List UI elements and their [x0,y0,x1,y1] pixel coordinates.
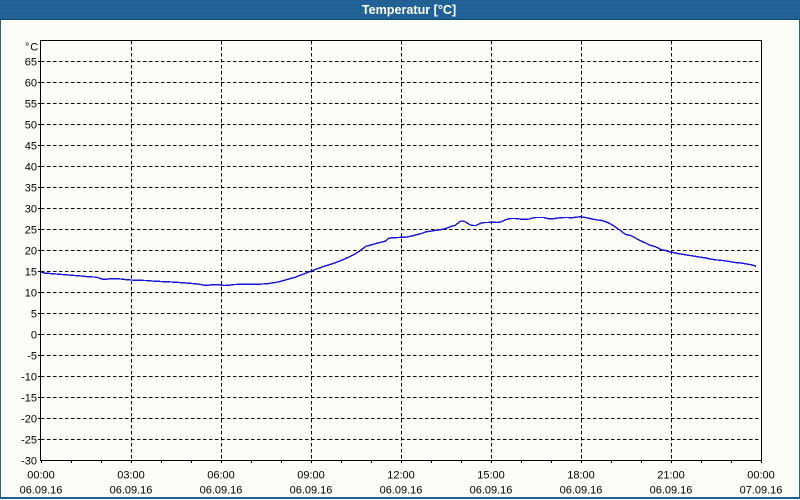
svg-text:5: 5 [31,309,37,321]
svg-text:07.09.16: 07.09.16 [740,485,783,497]
svg-text:30: 30 [25,204,37,216]
svg-text:21:00: 21:00 [657,470,685,482]
svg-text:06.09.16: 06.09.16 [200,485,243,497]
svg-text:06.09.16: 06.09.16 [20,485,63,497]
svg-text:15: 15 [25,267,37,279]
svg-text:65: 65 [25,57,37,69]
svg-text:-15: -15 [21,393,37,405]
svg-text:00:00: 00:00 [747,470,775,482]
svg-text:06.09.16: 06.09.16 [110,485,153,497]
svg-text:40: 40 [25,162,37,174]
svg-text:06.09.16: 06.09.16 [560,485,603,497]
svg-text:06:00: 06:00 [207,470,235,482]
svg-text:09:00: 09:00 [297,470,325,482]
svg-text:06.09.16: 06.09.16 [650,485,693,497]
svg-text:35: 35 [25,183,37,195]
svg-text:12:00: 12:00 [387,470,415,482]
svg-text:0: 0 [31,330,37,342]
svg-text:45: 45 [25,141,37,153]
svg-text:20: 20 [25,246,37,258]
svg-text:00:00: 00:00 [27,470,55,482]
svg-text:50: 50 [25,120,37,132]
svg-text:06.09.16: 06.09.16 [290,485,333,497]
svg-text:-30: -30 [21,456,37,468]
svg-text:-10: -10 [21,372,37,384]
svg-text:15:00: 15:00 [477,470,505,482]
svg-text:-25: -25 [21,435,37,447]
svg-text:-5: -5 [27,351,37,363]
svg-text:60: 60 [25,78,37,90]
svg-text:-20: -20 [21,414,37,426]
svg-text:25: 25 [25,225,37,237]
svg-text:06.09.16: 06.09.16 [380,485,423,497]
svg-text:06.09.16: 06.09.16 [470,485,513,497]
svg-text:°C: °C [25,42,39,54]
svg-text:10: 10 [25,288,37,300]
svg-text:55: 55 [25,99,37,111]
svg-text:18:00: 18:00 [567,470,595,482]
svg-text:03:00: 03:00 [117,470,145,482]
